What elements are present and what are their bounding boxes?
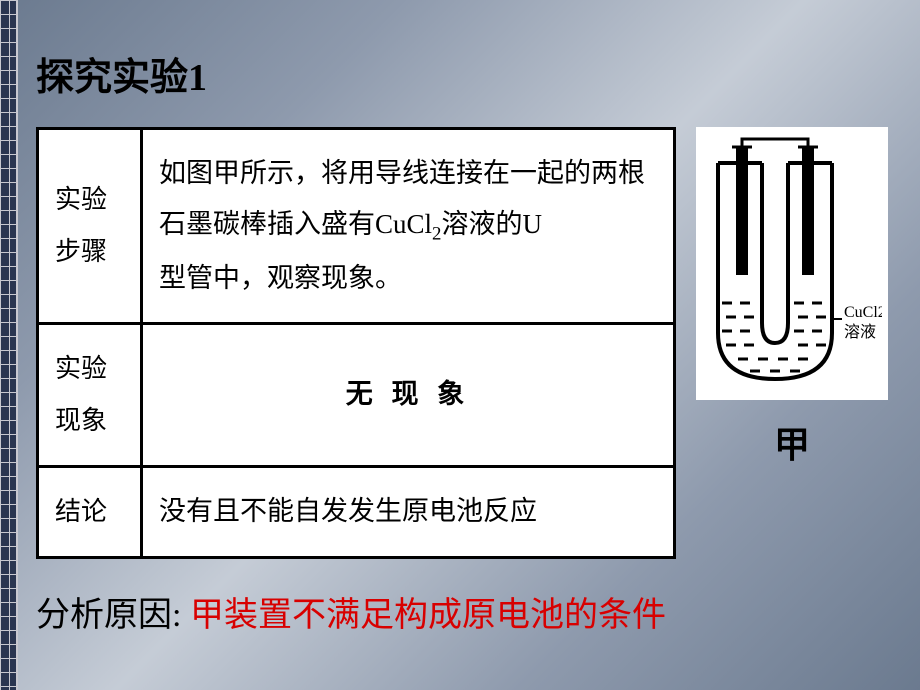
- diagram-column: CuCl2 溶液 甲: [696, 127, 888, 468]
- row-content-steps: 如图甲所示，将用导线连接在一起的两根石墨碳棒插入盛有CuCl2溶液的U型管中，观…: [142, 129, 675, 324]
- slide-title: 探究实验1: [36, 46, 896, 101]
- table-row: 实验步骤 如图甲所示，将用导线连接在一起的两根石墨碳棒插入盛有CuCl2溶液的U…: [38, 129, 675, 324]
- diagram-caption: 甲: [774, 416, 810, 468]
- solution-label-2: 溶液: [844, 323, 876, 341]
- experiment-table: 实验步骤 如图甲所示，将用导线连接在一起的两根石墨碳棒插入盛有CuCl2溶液的U…: [36, 127, 676, 559]
- table-row: 结论 没有且不能自发发生原电池反应: [38, 466, 675, 557]
- row-content-conclusion: 没有且不能自发发生原电池反应: [142, 466, 675, 557]
- slide-content: 探究实验1 实验步骤 如图甲所示，将用导线连接在一起的两根石墨碳棒插入盛有CuC…: [36, 46, 896, 636]
- analysis-reason: 甲装置不满足构成原电池的条件: [190, 597, 666, 634]
- row-label-steps: 实验步骤: [38, 129, 142, 324]
- solution-label-1: CuCl2: [844, 304, 882, 321]
- main-row: 实验步骤 如图甲所示，将用导线连接在一起的两根石墨碳棒插入盛有CuCl2溶液的U…: [36, 127, 896, 559]
- row-label-phenomenon: 实验现象: [38, 323, 142, 466]
- u-tube-diagram: CuCl2 溶液: [696, 127, 888, 400]
- table-row: 实验现象 无 现 象: [38, 323, 675, 466]
- analysis-line: 分析原因: 甲装置不满足构成原电池的条件: [36, 587, 896, 636]
- row-label-conclusion: 结论: [38, 466, 142, 557]
- brick-border-left: [0, 0, 18, 690]
- analysis-prefix: 分析原因:: [36, 597, 181, 634]
- row-content-phenomenon: 无 现 象: [142, 323, 675, 466]
